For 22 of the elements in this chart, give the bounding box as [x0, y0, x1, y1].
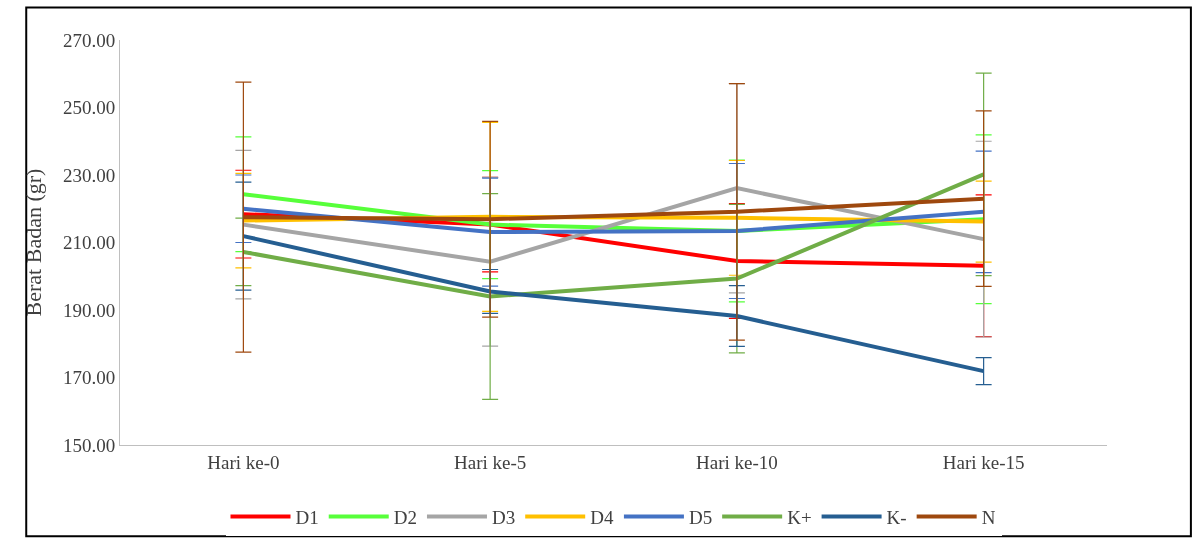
y-tick-label: 230.00 — [62, 164, 116, 186]
legend-label: K- — [886, 506, 907, 528]
legend-label: D1 — [295, 506, 319, 528]
y-tick-label: 250.00 — [62, 97, 116, 119]
y-tick-label: 210.00 — [62, 232, 116, 254]
x-tick-label: Hari ke-5 — [453, 451, 527, 473]
y-tick-label: 170.00 — [62, 367, 116, 389]
y-tick-label: 270.00 — [62, 29, 116, 51]
x-tick-label: Hari ke-0 — [207, 451, 280, 473]
y-axis-title: Berat Badan (gr) — [20, 168, 46, 317]
legend-label: D2 — [393, 506, 417, 528]
legend-label: K+ — [787, 506, 812, 528]
y-tick-label: 190.00 — [62, 299, 116, 321]
x-tick-label: Hari ke-15 — [942, 451, 1025, 473]
line-series — [241, 206, 986, 235]
x-tick-label: Hari ke-10 — [695, 451, 778, 473]
legend-label: D5 — [688, 506, 713, 528]
line-series — [241, 172, 986, 299]
legend-label: N — [981, 506, 996, 528]
y-tick-label: 150.00 — [62, 434, 116, 456]
legend-label: D3 — [491, 506, 516, 528]
legend-label: D4 — [590, 506, 614, 528]
